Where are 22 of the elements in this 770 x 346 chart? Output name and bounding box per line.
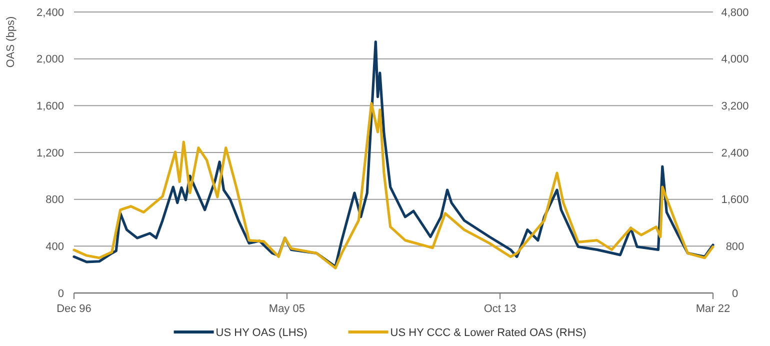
legend-label: US HY CCC & Lower Rated OAS (RHS) bbox=[390, 326, 586, 339]
y2-tick-label: 0 bbox=[732, 288, 738, 300]
y2-tick-label: 2,400 bbox=[721, 147, 749, 160]
y-tick-label: 800 bbox=[46, 194, 64, 206]
y-tick-label: 1,600 bbox=[36, 100, 64, 113]
y2-tick-label: 3,200 bbox=[721, 100, 749, 113]
legend-label: US HY OAS (LHS) bbox=[216, 326, 308, 339]
y-tick-label: 0 bbox=[58, 288, 64, 300]
y-tick-label: 1,200 bbox=[36, 147, 64, 160]
y2-tick-label: 1,600 bbox=[721, 194, 749, 206]
y-tick-label: 400 bbox=[46, 241, 64, 254]
y2-tick-label: 800 bbox=[726, 241, 744, 254]
x-tick-label: Dec 96 bbox=[56, 303, 92, 315]
y-tick-label: 2,000 bbox=[36, 54, 64, 66]
y2-tick-label: 4,800 bbox=[721, 6, 749, 19]
y2-tick-label: 4,000 bbox=[721, 54, 749, 66]
x-tick-label: May 05 bbox=[268, 303, 305, 315]
x-tick-label: Oct 13 bbox=[484, 303, 516, 315]
x-tick-label: Mar 22 bbox=[696, 303, 730, 315]
y-axis-title: OAS (bps) bbox=[5, 16, 17, 68]
y-tick-label: 2,400 bbox=[36, 6, 64, 19]
line-series bbox=[72, 102, 714, 270]
